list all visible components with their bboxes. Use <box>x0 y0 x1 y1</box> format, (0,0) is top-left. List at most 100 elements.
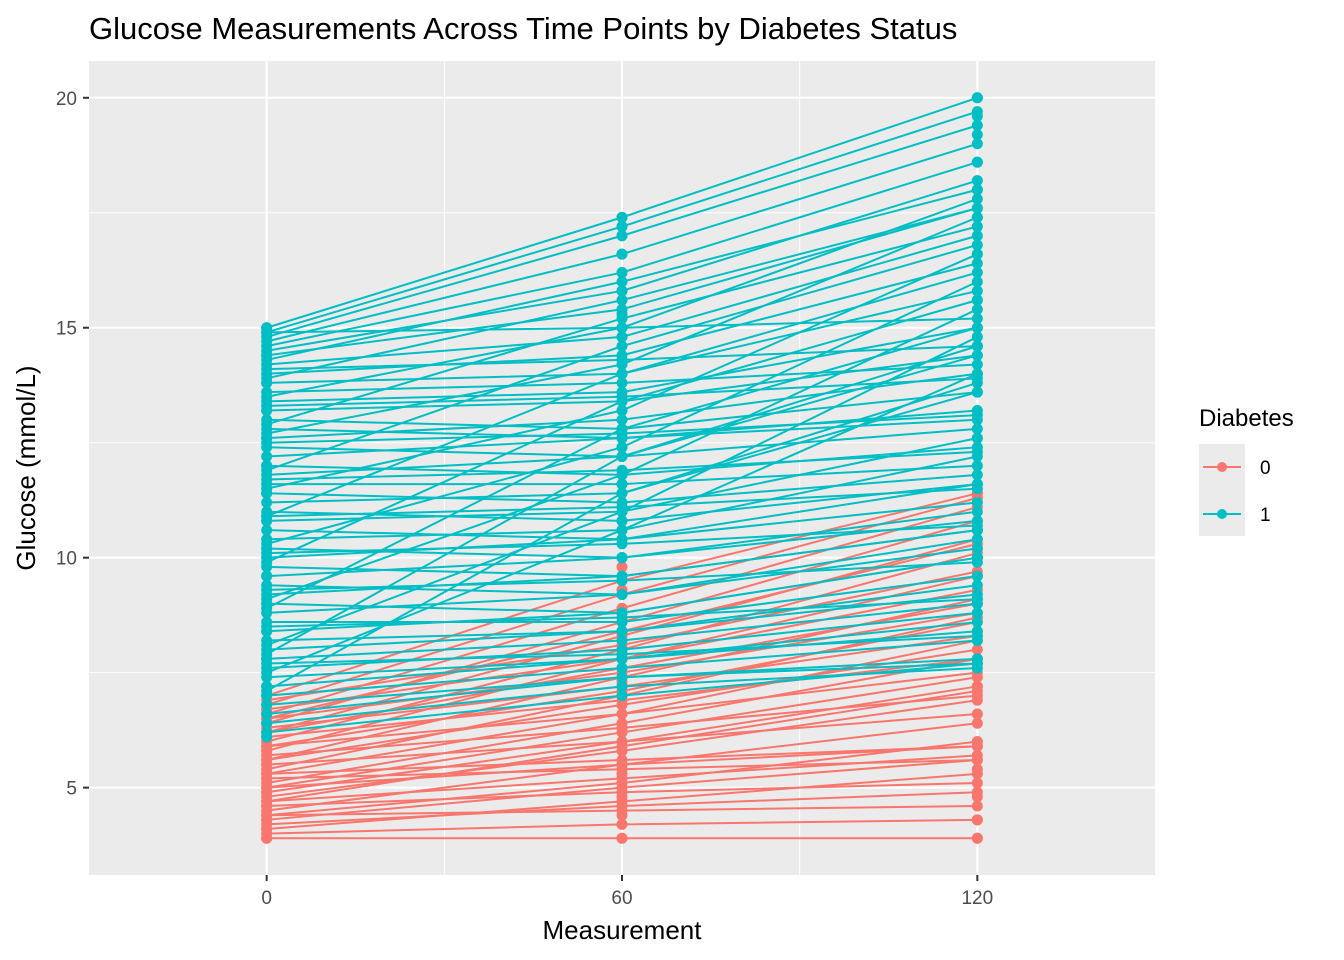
series-1-point <box>616 322 628 334</box>
series-1-point <box>971 446 983 458</box>
series-1-point <box>971 616 983 628</box>
series-1-point <box>971 184 983 196</box>
series-1-point <box>971 313 983 325</box>
series-1-point <box>261 363 273 375</box>
series-1-point <box>971 432 983 444</box>
series-1-point <box>971 496 983 508</box>
series-0-point <box>616 777 628 789</box>
series-1-point <box>971 248 983 260</box>
series-1-point <box>616 414 628 426</box>
y-axis-title: Glucose (mmol/L) <box>11 365 41 570</box>
series-1-point <box>971 276 983 288</box>
series-1-point <box>616 515 628 527</box>
series-1-point <box>261 354 273 366</box>
series-1-point <box>616 221 628 233</box>
series-1-point <box>971 193 983 205</box>
series-0-point <box>971 777 983 789</box>
series-1-point <box>616 441 628 453</box>
series-1-point <box>971 92 983 104</box>
series-0-point <box>261 754 273 766</box>
series-1-point <box>616 313 628 325</box>
series-1-point <box>616 506 628 518</box>
series-1-point <box>971 322 983 334</box>
series-1-point <box>971 175 983 187</box>
series-1-point <box>616 303 628 315</box>
series-1-point <box>971 129 983 141</box>
series-1-point <box>261 428 273 440</box>
series-0-point <box>971 749 983 761</box>
series-1-point <box>261 726 273 738</box>
legend-key-point-0 <box>1217 462 1227 472</box>
series-1-point <box>261 483 273 495</box>
series-0-point <box>616 561 628 573</box>
x-tick-label: 0 <box>261 888 272 909</box>
series-1-point <box>971 579 983 591</box>
series-1-point <box>261 602 273 614</box>
legend-item-1: 1 <box>1199 490 1271 536</box>
series-1-point <box>971 607 983 619</box>
series-1-point <box>971 221 983 233</box>
series-0-point <box>616 726 628 738</box>
series-1-point <box>261 473 273 485</box>
series-1-point <box>261 639 273 651</box>
series-0-point <box>971 708 983 720</box>
series-0-point <box>616 818 628 830</box>
series-0-point <box>971 768 983 780</box>
series-1-point <box>616 538 628 550</box>
series-1-point <box>971 506 983 518</box>
series-1-point <box>616 423 628 435</box>
series-1-point <box>261 648 273 660</box>
series-1-point <box>616 662 628 674</box>
x-axis-title: Measurement <box>543 915 703 945</box>
series-1-point <box>971 409 983 421</box>
series-1-point <box>971 230 983 242</box>
series-1-point <box>971 657 983 669</box>
series-1-point <box>971 483 983 495</box>
series-1-point <box>616 230 628 242</box>
series-0-point <box>261 782 273 794</box>
axes: 5 10 15 20 0 60 120 <box>56 89 993 909</box>
series-1-point <box>971 239 983 251</box>
y-tick-label: 15 <box>56 319 77 340</box>
series-1-point <box>971 119 983 131</box>
series-1-point <box>261 372 273 384</box>
series-1-point <box>261 708 273 720</box>
chart-title: Glucose Measurements Across Time Points … <box>89 11 957 46</box>
series-1-point <box>971 542 983 554</box>
series-1-point <box>616 634 628 646</box>
series-0-point <box>261 823 273 835</box>
series-1-point <box>971 556 983 568</box>
y-tick-label: 5 <box>66 779 77 800</box>
series-1-point <box>616 405 628 417</box>
series-1-point <box>616 395 628 407</box>
series-1-point <box>971 386 983 398</box>
series-1-point <box>616 478 628 490</box>
series-1-point <box>261 524 273 536</box>
legend: Diabetes 0 1 <box>1199 405 1294 536</box>
series-1-point <box>261 510 273 522</box>
series-1-point <box>971 359 983 371</box>
x-tick-label: 60 <box>611 888 632 909</box>
series-1-point <box>971 460 983 472</box>
series-1-point <box>616 680 628 692</box>
series-1-point <box>616 648 628 660</box>
series-1-point <box>971 593 983 605</box>
series-points <box>261 92 983 844</box>
series-0-point <box>616 805 628 817</box>
series-1-point <box>616 294 628 306</box>
series-0-point <box>616 754 628 766</box>
series-1-point <box>261 621 273 633</box>
legend-key-point-1 <box>1217 509 1227 519</box>
plot-panel <box>89 61 1155 875</box>
series-0-point <box>261 768 273 780</box>
series-1-point <box>616 588 628 600</box>
series-1-point <box>261 556 273 568</box>
series-0-point <box>971 800 983 812</box>
series-1-point <box>616 451 628 463</box>
series-1-point <box>971 138 983 150</box>
series-1-point <box>616 368 628 380</box>
series-1-point <box>261 496 273 508</box>
series-1-point <box>616 469 628 481</box>
series-1-point <box>261 584 273 596</box>
series-1-point <box>616 575 628 587</box>
